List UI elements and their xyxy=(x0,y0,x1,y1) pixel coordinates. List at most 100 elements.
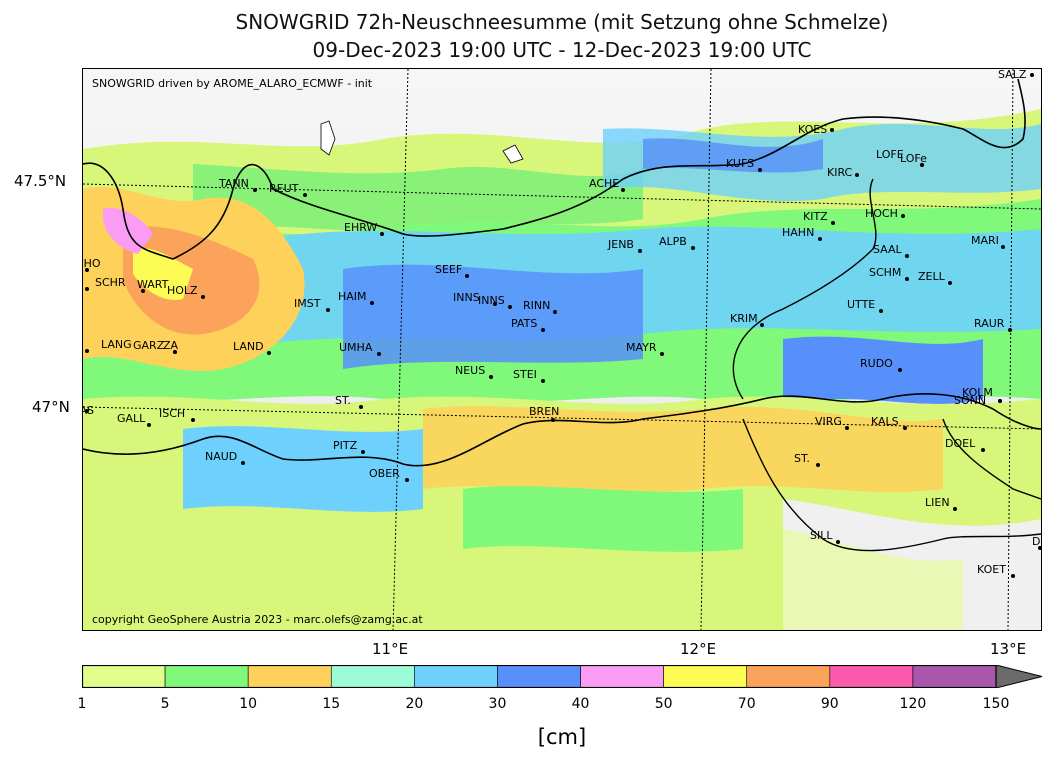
station-marker xyxy=(508,305,512,309)
station-marker xyxy=(1008,328,1012,332)
station-marker xyxy=(836,540,840,544)
station-marker xyxy=(551,418,555,422)
station-marker xyxy=(85,268,89,272)
station-marker xyxy=(191,418,195,422)
station-marker xyxy=(1030,73,1034,77)
border-line xyxy=(83,393,1041,467)
station-marker xyxy=(267,351,271,355)
station-label: EHRW xyxy=(344,221,378,234)
station-label: GARZ xyxy=(133,339,165,352)
colorbar-bin xyxy=(164,665,249,688)
station-label: KITZ xyxy=(803,210,828,223)
station-label: ZELL xyxy=(918,270,945,283)
station-label: NEUS xyxy=(455,364,486,377)
longitude-gridline-12 xyxy=(700,69,712,630)
snow-zone-blue-north xyxy=(643,138,823,173)
station-label: HOCH xyxy=(865,207,898,220)
copyright-text: copyright GeoSphere Austria 2023 - marc.… xyxy=(92,613,423,626)
station-label: RUDO xyxy=(860,357,893,370)
snow-zone-green-north xyxy=(193,164,643,232)
station-label: STEI xyxy=(513,368,537,381)
station-label: LANG xyxy=(101,338,132,351)
lake-shape xyxy=(502,144,524,164)
station-label: SILL xyxy=(810,529,833,542)
station-marker xyxy=(903,426,907,430)
station-marker xyxy=(380,232,384,236)
station-marker xyxy=(370,301,374,305)
station-marker xyxy=(201,295,205,299)
colorbar-tick-label: 120 xyxy=(899,696,927,712)
station-marker xyxy=(1011,574,1015,578)
station-label: IMST xyxy=(294,297,321,310)
colorbar-tick-label: 5 xyxy=(160,696,170,712)
colorbar-bin xyxy=(663,665,748,688)
colorbar-extend-arrow xyxy=(995,665,1043,688)
station-marker xyxy=(638,249,642,253)
station-marker xyxy=(303,193,307,197)
station-label: LOFe xyxy=(900,152,927,165)
station-label: PITZ xyxy=(333,439,358,452)
station-marker xyxy=(1038,546,1041,550)
station-label: JENB xyxy=(608,238,634,251)
station-label: UMHA xyxy=(339,341,373,354)
station-label: RAUR xyxy=(974,317,1005,330)
station-marker xyxy=(541,328,545,332)
station-marker xyxy=(901,214,905,218)
map-subtitle: 09-Dec-2023 19:00 UTC - 12-Dec-2023 19:0… xyxy=(312,38,812,62)
station-label: LAND xyxy=(233,340,264,353)
colorbar xyxy=(82,665,1043,688)
station-marker xyxy=(465,274,469,278)
station-label: INNS xyxy=(453,291,480,304)
colorbar-bin xyxy=(414,665,498,688)
station-label: SALZ xyxy=(998,68,1027,81)
station-marker xyxy=(905,254,909,258)
border-line xyxy=(942,418,1041,500)
longitude-label: 12°E xyxy=(680,640,717,658)
colorbar-bin xyxy=(580,665,664,688)
colorbar-bin xyxy=(746,665,831,688)
station-marker xyxy=(377,352,381,356)
station-label: KOLM xyxy=(962,386,993,399)
station-marker xyxy=(361,450,365,454)
station-marker xyxy=(147,423,151,427)
station-marker xyxy=(760,323,764,327)
station-marker xyxy=(541,379,545,383)
station-marker xyxy=(85,349,89,353)
station-label: UTTE xyxy=(847,298,876,311)
station-marker xyxy=(493,302,497,306)
station-label: NAUD xyxy=(205,450,238,463)
station-label: HOLZ xyxy=(167,284,198,297)
snow-zone-light-southeast xyxy=(783,529,963,630)
colorbar-tick-label: 150 xyxy=(982,696,1010,712)
map-title: SNOWGRID 72h-Neuschneesumme (mit Setzung… xyxy=(235,10,889,34)
station-label: TANN xyxy=(219,177,249,190)
station-marker xyxy=(831,221,835,225)
colorbar-tick-label: 50 xyxy=(654,696,673,712)
latitude-label: 47°N xyxy=(32,398,70,416)
station-marker xyxy=(173,350,177,354)
station-marker xyxy=(953,507,957,511)
station-marker xyxy=(241,461,245,465)
station-marker xyxy=(818,237,822,241)
station-label: SCHR xyxy=(95,276,126,289)
station-marker xyxy=(326,308,330,312)
station-label: KOET xyxy=(977,563,1006,576)
station-marker xyxy=(879,309,883,313)
snow-zone-blue-east xyxy=(783,336,983,404)
colorbar-tick-label: 40 xyxy=(571,696,590,712)
border-line xyxy=(83,78,1026,260)
station-marker xyxy=(830,128,834,132)
station-label: SONN xyxy=(954,394,987,407)
snow-zone-green-south xyxy=(463,486,743,552)
station-label: DOEL xyxy=(945,437,976,450)
border-line xyxy=(742,418,1041,552)
colorbar-bin xyxy=(82,665,166,688)
station-label: SCHM xyxy=(869,266,902,279)
lake-shape xyxy=(320,120,336,156)
longitude-label: 13°E xyxy=(990,640,1027,658)
station-label: ZA xyxy=(163,339,179,352)
station-marker xyxy=(948,281,952,285)
border-line xyxy=(732,178,877,400)
station-marker xyxy=(405,478,409,482)
station-label: ISCH xyxy=(159,407,186,420)
